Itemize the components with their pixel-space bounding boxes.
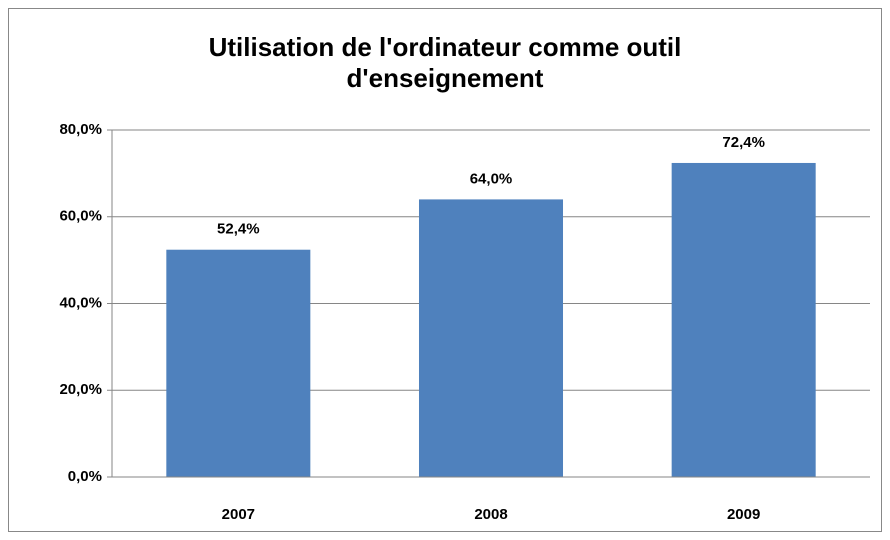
y-tick-label: 60,0% <box>59 208 102 225</box>
x-tick-label: 2009 <box>727 506 760 523</box>
data-label: 52,4% <box>217 221 260 238</box>
y-tick-label: 20,0% <box>59 381 102 398</box>
x-tick-label: 2007 <box>222 506 255 523</box>
bar <box>418 199 564 477</box>
data-label: 64,0% <box>470 170 513 187</box>
chart-border <box>8 8 882 532</box>
y-tick-label: 40,0% <box>59 294 102 311</box>
bar <box>671 162 816 477</box>
data-label: 72,4% <box>722 134 765 151</box>
y-tick-label: 0,0% <box>68 468 102 485</box>
chart-title: Utilisation de l'ordinateur comme outil … <box>208 32 682 93</box>
bar <box>166 249 311 477</box>
y-tick-label: 80,0% <box>59 121 102 138</box>
x-tick-label: 2008 <box>474 506 507 523</box>
